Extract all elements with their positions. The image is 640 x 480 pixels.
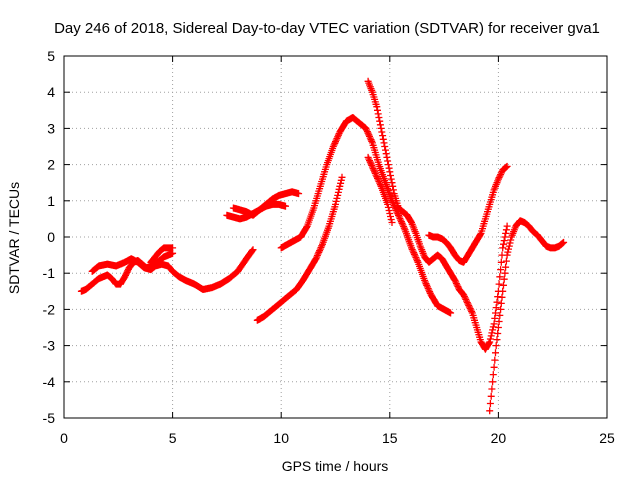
- y-axis-label: SDTVAR / TECUs: [6, 182, 22, 294]
- series-1-markers: [88, 246, 257, 293]
- x-tick-label: 20: [491, 430, 507, 446]
- series-4-markers: [229, 188, 303, 219]
- axis-ticks: 0 5 10 15 20 25 -5 -4 -3 -2 -1 0 1 2 3 4 5: [43, 48, 615, 446]
- y-tick-label: 3: [47, 120, 55, 136]
- y-tick-label: -5: [43, 410, 56, 426]
- y-tick-label: 2: [47, 157, 55, 173]
- series-5-markers: [253, 173, 346, 324]
- series-7-markers: [364, 77, 511, 353]
- series-8: [364, 153, 396, 226]
- x-tick-label: 15: [382, 430, 398, 446]
- series-10: [486, 217, 568, 415]
- series-1: [88, 246, 257, 293]
- grid-lines: [64, 56, 607, 418]
- series-6-markers: [277, 114, 455, 317]
- series-10-markers: [486, 217, 568, 415]
- y-tick-label: 0: [47, 229, 55, 245]
- y-tick-label: 4: [47, 84, 55, 100]
- series-9-markers: [425, 162, 511, 266]
- data-points: [77, 77, 568, 415]
- series-6: [277, 114, 455, 317]
- series-4: [229, 188, 303, 219]
- x-tick-label: 10: [273, 430, 289, 446]
- chart-title: Day 246 of 2018, Sidereal Day-to-day VTE…: [54, 20, 600, 37]
- series-9: [425, 162, 511, 266]
- y-tick-label: -3: [43, 338, 56, 354]
- series-2: [147, 244, 177, 266]
- y-tick-label: 1: [47, 193, 55, 209]
- series-7: [364, 77, 511, 353]
- series-8-markers: [364, 153, 396, 226]
- series-5: [253, 173, 346, 324]
- y-tick-label: 5: [47, 48, 55, 64]
- x-tick-label: 0: [60, 430, 68, 446]
- y-tick-label: -2: [43, 301, 56, 317]
- series-2-markers: [147, 244, 177, 266]
- y-tick-label: -4: [43, 374, 56, 390]
- x-axis-label: GPS time / hours: [282, 458, 389, 474]
- x-tick-label: 25: [599, 430, 615, 446]
- y-tick-label: -1: [43, 265, 56, 281]
- x-tick-label: 5: [169, 430, 177, 446]
